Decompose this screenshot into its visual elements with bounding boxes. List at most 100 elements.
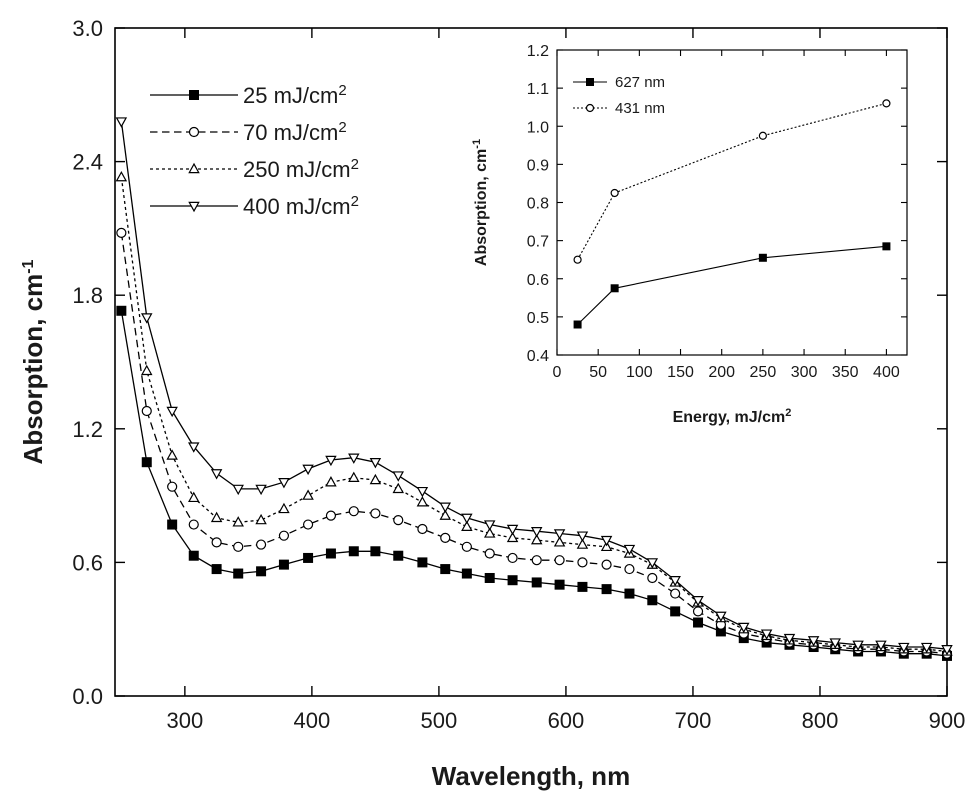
main-data-point <box>461 568 472 579</box>
main-data-point <box>325 548 336 559</box>
main-data-point <box>439 502 452 513</box>
inset-data-point <box>610 188 619 198</box>
inset-y-tick-label: 0.8 <box>527 196 549 213</box>
inset-data-point <box>758 131 767 140</box>
main-data-point <box>393 514 404 526</box>
inset-x-tick-label: 400 <box>873 364 900 381</box>
main-data-point <box>577 581 588 592</box>
main-data-point <box>417 523 428 535</box>
main-data-point <box>670 588 681 599</box>
main-data-point <box>554 579 565 590</box>
main-y-tick-label: 0.0 <box>72 684 103 709</box>
main-data-point <box>484 572 495 583</box>
main-legend-entry: 70 mJ/cm2 <box>150 119 347 145</box>
inset-series-1 <box>573 99 891 264</box>
main-data-point <box>898 642 910 654</box>
main-data-point <box>325 510 337 521</box>
main-data-point <box>325 455 337 467</box>
main-legend-marker <box>188 201 200 213</box>
main-data-point <box>920 642 933 654</box>
main-chart: 300 400 500 600 700 800 9000.00.61.21.82.43.0W… <box>18 16 965 791</box>
main-data-point <box>554 555 565 566</box>
main-data-point <box>576 531 589 542</box>
main-data-point <box>232 484 244 496</box>
main-data-point <box>440 532 451 544</box>
main-legend-marker <box>188 126 200 138</box>
main-data-point <box>188 442 200 453</box>
main-y-tick-label: 1.8 <box>72 283 103 308</box>
main-legend-label: 25 mJ/cm2 <box>243 82 347 108</box>
main-data-point <box>188 519 199 530</box>
inset-data-point <box>882 99 891 108</box>
main-data-point <box>369 458 382 469</box>
inset-x-tick-label: 150 <box>667 364 694 381</box>
main-data-point <box>141 364 153 376</box>
inset-x-tick-label: 100 <box>626 364 653 381</box>
main-legend-marker <box>188 162 200 174</box>
main-data-point <box>875 640 887 651</box>
main-data-point <box>600 535 613 547</box>
main-data-point <box>692 606 704 617</box>
main-data-point <box>392 471 405 482</box>
main-y-axis-title: Absorption, cm-1 <box>18 259 48 464</box>
main-data-point <box>461 520 473 531</box>
main-data-point <box>692 596 704 607</box>
inset-series-0 <box>573 242 891 329</box>
main-data-point <box>370 508 381 519</box>
main-legend-marker <box>189 90 199 100</box>
main-data-point <box>530 527 543 538</box>
main-data-point <box>166 406 178 418</box>
main-data-point <box>601 559 612 570</box>
main-data-point <box>115 117 128 128</box>
main-data-point <box>232 516 244 527</box>
main-x-axis-title: Wavelength, nm <box>432 761 630 791</box>
main-data-point <box>531 577 542 588</box>
main-data-point <box>369 473 382 485</box>
main-data-point <box>506 524 519 536</box>
inset-data-point <box>882 242 891 251</box>
inset-y-tick-label: 0.6 <box>527 272 549 289</box>
main-data-point <box>302 464 314 476</box>
main-data-point <box>576 538 589 549</box>
main-data-point <box>278 478 290 489</box>
main-data-point <box>417 557 428 568</box>
main-data-point <box>807 636 820 647</box>
main-data-point <box>115 170 128 182</box>
main-data-point <box>670 606 681 617</box>
main-legend-label: 250 mJ/cm2 <box>243 156 359 182</box>
main-data-point <box>760 629 773 640</box>
main-data-point <box>829 638 841 649</box>
main-data-point <box>211 537 222 548</box>
main-x-tick-label: 300 <box>167 708 204 733</box>
main-legend-label-sup: 2 <box>351 193 359 210</box>
inset-y-tick-label: 0.9 <box>527 157 549 174</box>
main-data-point <box>278 502 290 514</box>
main-data-point <box>348 506 359 517</box>
main-plot-frame <box>114 27 948 697</box>
main-legend-label-main: 400 mJ/cm <box>243 194 351 219</box>
inset-x-tick-label: 200 <box>708 364 735 381</box>
main-data-point <box>348 546 359 557</box>
main-y-axis-title-sup: -1 <box>20 259 37 273</box>
inset-data-point <box>758 253 767 262</box>
inset-series-line <box>577 245 887 325</box>
inset-x-axis-title-main: Energy, mJ/cm <box>673 409 786 426</box>
main-data-point <box>116 227 127 238</box>
main-data-point <box>302 519 314 530</box>
main-legend-label-sup: 2 <box>338 82 346 99</box>
main-legend-label-sup: 2 <box>338 119 346 136</box>
main-data-point <box>348 471 360 482</box>
main-data-point <box>370 546 381 557</box>
inset-legend-label: 431 nm <box>615 100 665 117</box>
main-data-point <box>624 563 635 575</box>
main-x-tick-label: 800 <box>802 708 839 733</box>
inset-x-tick-label: 300 <box>791 364 818 381</box>
inset-chart: 0 50 100 150 200 250 300 350 400 0.4 0.5 0.6 0.7 0.8 0… <box>471 43 908 426</box>
inset-y-tick-label: 0.4 <box>527 348 549 365</box>
main-data-point <box>601 584 612 595</box>
main-legend-entry: 400 mJ/cm2 <box>150 193 359 219</box>
inset-data-point <box>573 320 582 329</box>
main-x-tick-label: 900 <box>929 708 966 733</box>
main-data-point <box>166 449 178 460</box>
